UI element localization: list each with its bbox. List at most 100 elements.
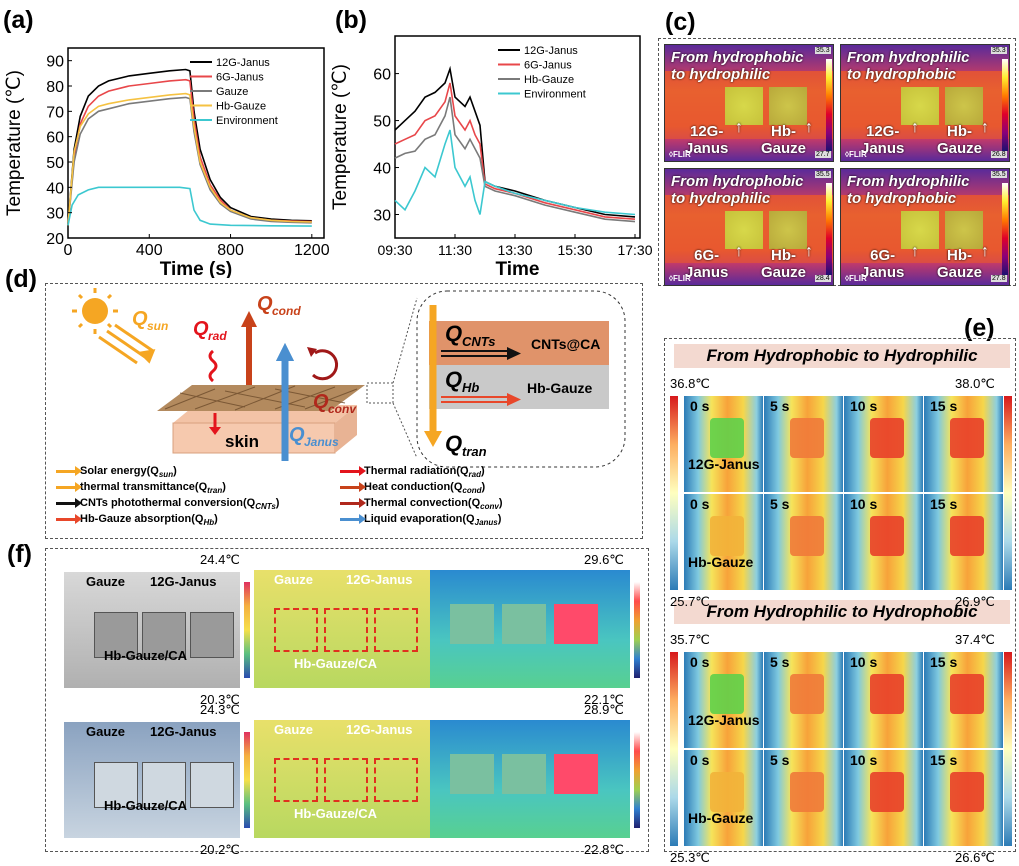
- thermal-title: From hydrophilic to hydrophobic: [847, 49, 970, 83]
- arrow-up-icon: ↑: [805, 243, 813, 260]
- sample-left: [725, 87, 763, 125]
- arrow-up-icon: ↑: [911, 243, 919, 260]
- x-axis-label: Time (s): [160, 259, 233, 278]
- time-label: 0 s: [690, 496, 710, 512]
- label-gauze-mid: Gauze: [274, 572, 314, 587]
- label-hb-gauze: Hb-Gauze/CA: [104, 798, 188, 813]
- plot-frame: [394, 35, 641, 239]
- label-right-sample: Hb- Gauze: [937, 247, 983, 281]
- legend-arrow-icon: [340, 497, 366, 508]
- time-label: 15 s: [930, 752, 958, 768]
- x-tick-label: 17:30: [617, 242, 652, 258]
- y-tick-label: 40: [46, 180, 64, 197]
- thermal-title: From hydrophilic to hydrophobic: [847, 173, 970, 207]
- y-tick-label: 30: [46, 206, 64, 223]
- time-label: 10 s: [850, 654, 878, 670]
- legend-label: Environment: [524, 89, 586, 101]
- thermal-frame: [844, 750, 923, 846]
- x-tick-label: 400: [136, 242, 163, 259]
- thermal-frame: [764, 652, 843, 748]
- q-sun-label: Q: [132, 308, 148, 330]
- thermal-title: From hydrophobic to hydrophilic: [671, 173, 804, 207]
- heat-transfer-diagram: Q sun Q rad Q cond skin Q conv Q Janus C…: [72, 288, 626, 468]
- sample-patch: [710, 516, 744, 556]
- sample-heat-spot: [554, 754, 598, 794]
- panel-label-b: (b): [335, 6, 367, 34]
- q-janus-label: Q: [289, 424, 305, 446]
- colorbar: [1002, 183, 1008, 275]
- arrow-up-icon: ↑: [981, 243, 989, 260]
- solar-arrows: [98, 323, 156, 365]
- sample-right: [769, 211, 807, 249]
- temp-max-right: 28.9℃: [584, 702, 624, 717]
- sample-right: [945, 211, 983, 249]
- sample-block: [142, 762, 186, 808]
- legend-arrow-icon: [56, 481, 82, 492]
- flir-logo: ◊FLIR: [669, 274, 691, 283]
- label-left-sample: 6G- Janus: [861, 247, 905, 281]
- label-hb-gauze-mid: Hb-Gauze/CA: [294, 806, 378, 821]
- y-tick-label: 90: [46, 54, 64, 71]
- temp-max-bottom: 26.6℃: [955, 850, 995, 865]
- sample-block: [94, 612, 138, 658]
- sample-heat-spot: [450, 754, 494, 794]
- label-right-sample: Hb- Gauze: [761, 123, 807, 157]
- y-tick-label: 60: [373, 67, 391, 84]
- x-tick-label: 13:30: [497, 242, 532, 258]
- sample-patch: [870, 516, 904, 556]
- colorbar-mid: [244, 582, 250, 678]
- q-cond-label: Q: [257, 293, 273, 315]
- label-12g-janus-mid: 12G-Janus: [346, 722, 413, 737]
- temp-min-bottom: 25.3℃: [670, 850, 710, 865]
- temp-max-top: 38.0℃: [955, 376, 995, 391]
- temp-min-top: 36.8℃: [670, 376, 710, 391]
- sample-block: [190, 762, 234, 808]
- thermal-mid: [254, 720, 430, 838]
- sample-outline: [274, 758, 318, 802]
- panel-e-title-1: From Hydrophobic to Hydrophilic: [674, 344, 1010, 368]
- colorbar-right: [1004, 396, 1012, 590]
- sample-label-janus: 12G-Janus: [688, 712, 760, 728]
- series-line-environment: [394, 129, 636, 216]
- sample-patch: [870, 772, 904, 812]
- arrow-up-icon: ↑: [981, 119, 989, 136]
- hb-gauze-layer-label: Hb-Gauze: [527, 380, 593, 396]
- series-line-gauze: [67, 96, 312, 226]
- sample-outline: [274, 608, 318, 652]
- sample-patch: [790, 516, 824, 556]
- svg-text:rad: rad: [208, 329, 227, 343]
- label-12g-janus: 12G-Janus: [150, 724, 217, 739]
- svg-text:cond: cond: [272, 304, 301, 318]
- temp-max-top: 37.4℃: [955, 632, 995, 647]
- temp-min-top: 35.7℃: [670, 632, 710, 647]
- label-gauze: Gauze: [86, 724, 126, 739]
- svg-text:sun: sun: [147, 319, 168, 333]
- series-line-environment: [67, 186, 312, 227]
- thermal-frame: [924, 750, 1003, 846]
- sample-patch: [950, 418, 984, 458]
- chart-a: 20 30 40 50 60 70 80 90 0 400 800 1200 Time (s) Tempe…: [4, 47, 330, 278]
- chart-b: 30 40 50 60 09:30 11:30 13:30 15:30 17:30 Time Tem…: [330, 35, 653, 278]
- sample-right: [769, 87, 807, 125]
- sample-patch: [710, 674, 744, 714]
- panel-c-frame: [658, 38, 1016, 286]
- colorbar-right: [634, 582, 640, 678]
- thermal-title: From hydrophobic to hydrophilic: [671, 49, 804, 83]
- x-tick-label: 800: [217, 242, 244, 259]
- thermal-right: [430, 570, 630, 688]
- temp-max-mid: 24.3℃: [200, 702, 240, 717]
- legend-label: 6G-Janus: [216, 72, 264, 84]
- panel-f-frame: [45, 548, 649, 852]
- legend-label: Gauze: [216, 86, 248, 98]
- legend-item-d: Thermal convection(Qconv): [340, 497, 502, 511]
- cnts-ca-label: CNTs@CA: [531, 336, 600, 352]
- sample-patch: [950, 516, 984, 556]
- legend-item-d: Thermal radiation(Qrad): [340, 465, 485, 479]
- x-tick-label: 1200: [294, 242, 330, 259]
- svg-text:Hb: Hb: [462, 380, 479, 395]
- panel-label-f: (f): [7, 540, 32, 568]
- thermal-frame: [844, 652, 923, 748]
- panel-label-d: (d): [5, 265, 37, 293]
- thermal-image-c-3: From hydrophobic to hydrophilic 6G- Janus Hb…: [664, 168, 834, 286]
- colorbar-min: 26.8: [991, 151, 1007, 158]
